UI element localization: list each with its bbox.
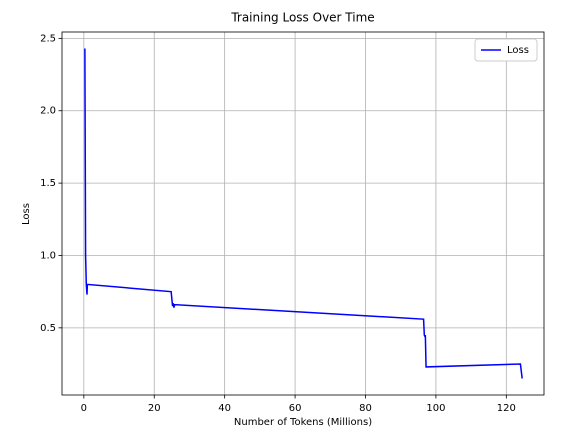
y-axis-label: Loss	[21, 203, 32, 225]
x-tick-label: 80	[359, 403, 372, 414]
legend-label: Loss	[507, 45, 529, 56]
x-tick-label: 120	[497, 403, 516, 414]
y-tick-label: 0.5	[40, 323, 56, 334]
x-tick-label: 0	[81, 403, 87, 414]
x-tick-label: 60	[289, 403, 302, 414]
legend-box	[474, 38, 538, 62]
loss-line	[84, 48, 523, 379]
x-tick-label: 40	[218, 403, 231, 414]
x-tick-label: 20	[148, 403, 161, 414]
y-tick-label: 2.0	[40, 106, 56, 117]
x-axis-label: Number of Tokens (Millions)	[234, 417, 372, 428]
plot-frame	[61, 31, 545, 396]
y-tick-label: 2.5	[40, 33, 56, 44]
chart-title: Training Loss Over Time	[230, 11, 374, 25]
y-tick-label: 1.0	[40, 250, 56, 261]
y-tick-label: 1.5	[40, 178, 56, 189]
x-tick-label: 100	[426, 403, 445, 414]
